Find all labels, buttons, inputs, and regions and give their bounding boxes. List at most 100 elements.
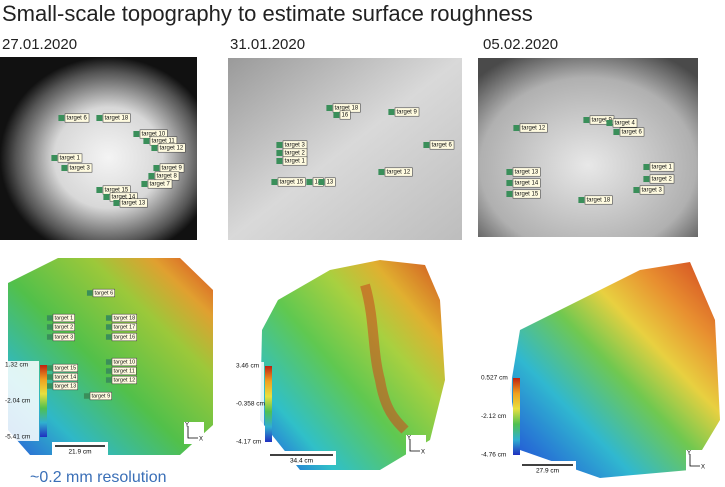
label-bg	[3, 361, 39, 441]
target-text: target 4	[615, 121, 636, 127]
colorbar-label: 0.527 cm	[481, 375, 508, 382]
label-box	[277, 177, 306, 187]
marker	[113, 200, 120, 206]
marker	[46, 374, 53, 380]
marker	[326, 105, 333, 111]
marker	[318, 179, 325, 185]
marker	[423, 142, 430, 148]
marker	[506, 191, 513, 197]
target-label: target 4	[606, 118, 638, 128]
target-text: target 18	[105, 116, 129, 122]
target-label: target 2	[276, 148, 308, 158]
label-box	[619, 127, 645, 137]
title: Small-scale topography to estimate surfa…	[2, 1, 533, 26]
marker	[51, 155, 58, 161]
target-text: target 17	[114, 324, 136, 330]
target-text: target 2	[55, 324, 74, 330]
label-box	[111, 332, 137, 342]
marker	[133, 131, 140, 137]
marker	[613, 129, 620, 135]
marker	[105, 359, 112, 365]
target-label: target 1	[51, 153, 83, 163]
target-text: target 13	[515, 170, 539, 176]
target-text: target 16	[114, 334, 136, 340]
label-box	[512, 189, 541, 199]
axes-icon	[187, 426, 198, 439]
target-text: target 3	[642, 188, 663, 194]
marker	[105, 324, 112, 330]
label-box	[52, 332, 75, 342]
target-label: target 6	[58, 113, 90, 123]
target-text: target 12	[160, 146, 184, 152]
target-label: target 14	[506, 178, 541, 188]
target-text: target 3	[70, 166, 91, 172]
label-box	[111, 313, 137, 323]
target-label: target 6	[86, 288, 115, 298]
target-text: 14	[315, 180, 322, 186]
scale-label: 27.9 cm	[536, 468, 559, 475]
scale-label: 34.4 cm	[290, 458, 313, 465]
target-label: target 12	[105, 375, 137, 385]
target-label: target 6	[613, 127, 645, 137]
target-text: target 8	[157, 174, 178, 180]
colorbar-label: -4.76 cm	[481, 452, 506, 459]
target-label: target 12	[151, 143, 186, 153]
target-label: target 7	[141, 179, 173, 189]
colorbar-label: -4.17 cm	[236, 439, 261, 446]
target-label: target 18	[578, 195, 613, 205]
label-box	[52, 381, 78, 391]
target-label: target 2	[46, 322, 75, 332]
colorbar-label: -2.12 cm	[481, 413, 506, 420]
marker	[86, 290, 93, 296]
colorbar-label: -5.41 cm	[5, 434, 30, 441]
target-text: target 11	[114, 368, 135, 374]
target-text: target 1	[652, 165, 673, 171]
axis-y: Y	[407, 436, 411, 442]
target-label: target 14	[46, 372, 78, 382]
target-text: target 9	[162, 166, 183, 172]
target-label: target 12	[378, 167, 413, 177]
target-text: target 12	[387, 170, 411, 176]
target-text: target 13	[122, 201, 146, 207]
label-box	[57, 153, 83, 163]
target-text: target 15	[105, 188, 129, 194]
label-box	[102, 113, 131, 123]
colorbar-label: -2.04 cm	[5, 398, 30, 405]
scale-label: 21.9 cm	[68, 449, 91, 456]
axes-icon	[409, 439, 420, 452]
target-text: target 6	[622, 130, 643, 136]
label-box	[111, 375, 137, 385]
label-box	[339, 110, 351, 120]
axes-bg	[406, 435, 426, 457]
marker	[388, 109, 395, 115]
target-label: target 18	[96, 113, 131, 123]
target-label: target 13	[506, 167, 541, 177]
dem-surface	[8, 258, 213, 455]
label-box	[119, 198, 148, 208]
target-label: target 3	[633, 185, 665, 195]
label-box	[512, 178, 541, 188]
marker	[46, 383, 53, 389]
label-box	[92, 288, 115, 298]
target-label: target 1	[643, 162, 675, 172]
target-text: target 11	[152, 139, 176, 145]
target-label: target 8	[148, 171, 180, 181]
axis-x: X	[421, 450, 425, 456]
target-text: target 14	[515, 181, 539, 187]
marker	[513, 125, 520, 131]
dem-surface	[510, 262, 720, 478]
target-label: target 12	[513, 123, 548, 133]
label-box	[89, 391, 112, 401]
target-text: target 1	[60, 156, 81, 162]
target-text: 13	[327, 180, 334, 186]
marker	[46, 365, 53, 371]
target-label: target 9	[388, 107, 420, 117]
label-box	[649, 174, 675, 184]
label-box	[519, 123, 548, 133]
marker	[105, 368, 112, 374]
marker	[61, 165, 68, 171]
target-text: 16	[342, 113, 349, 119]
label-box	[584, 195, 613, 205]
label-box	[111, 322, 137, 332]
